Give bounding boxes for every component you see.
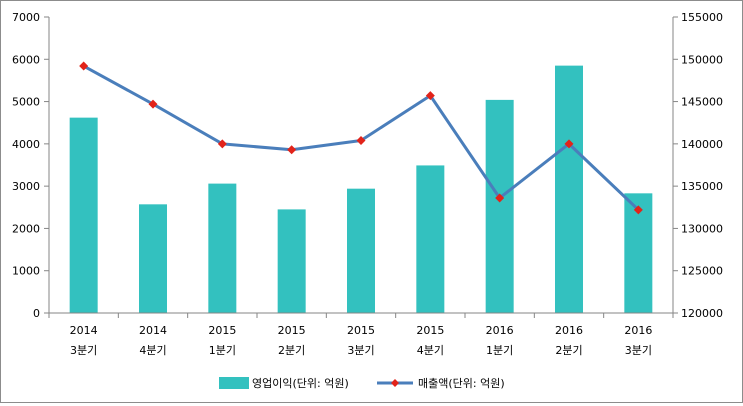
y-right-tick-label-1: 125000	[681, 265, 723, 278]
x-tick-label-quarter-2: 1분기	[209, 344, 236, 357]
bar-0	[69, 117, 98, 313]
legend-label-bar: 영업이익(단위: 억원)	[252, 377, 349, 390]
y-left-tick-label-0: 0	[33, 307, 40, 320]
x-tick-label-quarter-8: 3분기	[625, 344, 652, 357]
x-tick-label-quarter-7: 2분기	[555, 344, 582, 357]
y-right-tick-label-7: 155000	[681, 11, 723, 24]
y-right-tick-label-2: 130000	[681, 222, 723, 235]
x-tick-label-quarter-0: 3분기	[70, 344, 97, 357]
bar-7	[555, 65, 583, 313]
line-point-7	[564, 139, 574, 149]
bar-5	[416, 165, 445, 313]
y-left-tick-label-6: 6000	[12, 53, 40, 66]
y-left-tick-label-4: 4000	[12, 138, 40, 151]
legend-marker-line	[391, 379, 399, 387]
line-point-1	[148, 99, 158, 109]
y-left-tick-label-7: 7000	[12, 11, 40, 24]
x-tick-label-quarter-6: 1분기	[486, 344, 513, 357]
x-tick-label-year-4: 2015	[347, 324, 375, 337]
bar-6	[485, 99, 514, 313]
line-point-0	[79, 61, 89, 71]
x-tick-label-year-6: 2016	[486, 324, 514, 337]
x-tick-label-quarter-3: 2분기	[278, 344, 305, 357]
x-tick-label-year-0: 2014	[70, 324, 98, 337]
x-tick-label-year-5: 2015	[416, 324, 444, 337]
bar-3	[277, 209, 306, 313]
line-point-8	[633, 205, 643, 215]
x-tick-label-quarter-1: 4분기	[139, 344, 166, 357]
y-left-tick-label-5: 5000	[12, 96, 40, 109]
bar-2	[208, 183, 237, 313]
line-point-2	[217, 139, 227, 149]
x-tick-label-quarter-4: 3분기	[347, 344, 374, 357]
line-point-5	[425, 91, 435, 101]
y-left-tick-label-1: 1000	[12, 265, 40, 278]
x-tick-label-year-7: 2016	[555, 324, 583, 337]
x-tick-label-year-3: 2015	[278, 324, 306, 337]
x-tick-label-year-8: 2016	[624, 324, 652, 337]
legend-label-line: 매출액(단위: 억원)	[418, 377, 505, 390]
y-left-tick-label-2: 2000	[12, 222, 40, 235]
x-tick-label-quarter-5: 4분기	[417, 344, 444, 357]
y-right-tick-label-4: 140000	[681, 138, 723, 151]
bar-4	[347, 188, 375, 313]
line-point-3	[287, 145, 297, 155]
x-tick-label-year-2: 2015	[208, 324, 236, 337]
x-tick-label-year-1: 2014	[139, 324, 167, 337]
y-right-tick-label-6: 150000	[681, 53, 723, 66]
legend-swatch-bar	[219, 377, 249, 389]
bar-1	[139, 204, 167, 313]
line-point-6	[495, 193, 505, 203]
y-right-tick-label-3: 135000	[681, 180, 723, 193]
line-point-4	[356, 135, 366, 145]
y-left-tick-label-3: 3000	[12, 180, 40, 193]
y-right-tick-label-5: 145000	[681, 96, 723, 109]
y-right-tick-label-0: 120000	[681, 307, 723, 320]
